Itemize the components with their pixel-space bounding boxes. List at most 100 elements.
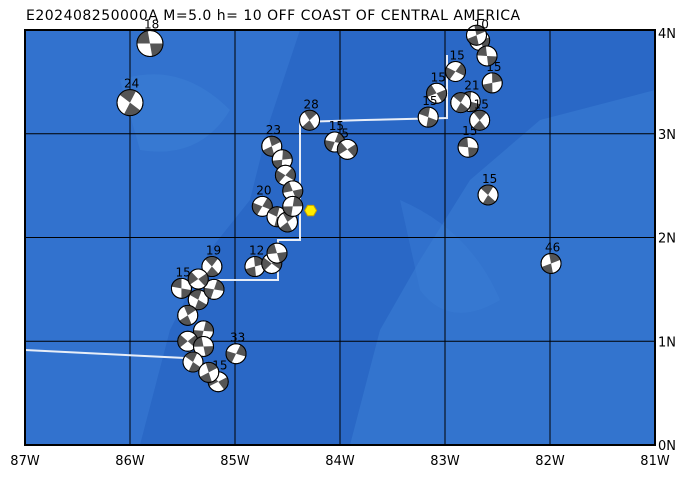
compressional-quadrant <box>469 101 480 112</box>
compressional-quadrant <box>252 202 263 215</box>
beachball <box>177 330 199 352</box>
compressional-quadrant <box>188 362 202 372</box>
beachball <box>182 351 204 373</box>
beachball <box>187 289 209 311</box>
depth-label: 20 <box>256 183 271 197</box>
compressional-quadrant <box>188 271 199 285</box>
compressional-quadrant <box>302 120 315 131</box>
beachball <box>457 136 479 158</box>
beachball-outline <box>261 135 283 157</box>
compressional-quadrant <box>304 110 317 121</box>
beachball <box>540 252 562 274</box>
depth-label: 15 <box>431 70 446 84</box>
beachball <box>201 256 223 278</box>
depth-label: 15 <box>422 94 437 108</box>
y-tick-label: 4N <box>658 27 676 42</box>
compressional-quadrant <box>266 243 277 255</box>
compressional-quadrant <box>487 55 497 66</box>
beachball <box>277 211 298 233</box>
beachball-outline <box>198 361 220 383</box>
compressional-quadrant <box>426 84 437 98</box>
compressional-quadrant <box>183 305 197 316</box>
compressional-quadrant <box>171 278 182 289</box>
beachball <box>193 335 214 357</box>
beachball-outline <box>177 304 199 326</box>
beachball <box>251 195 273 217</box>
beachball <box>225 343 247 365</box>
y-tick-label: 3N <box>658 128 676 143</box>
x-tick-label: 84W <box>325 454 355 469</box>
compressional-quadrant <box>473 110 487 121</box>
beachball-outline <box>193 335 214 357</box>
x-tick-label: 81W <box>640 454 670 469</box>
compressional-quadrant <box>198 273 209 287</box>
compressional-quadrant <box>282 149 293 160</box>
depth-label: 23 <box>266 123 281 137</box>
compressional-quadrant <box>453 92 466 103</box>
compressional-quadrant <box>189 289 202 300</box>
depth-label: 15 <box>329 119 344 133</box>
x-tick-label: 83W <box>430 454 460 469</box>
beachball-outline <box>225 343 247 365</box>
depth-label: 33 <box>230 331 245 345</box>
compressional-quadrant <box>261 257 272 271</box>
compressional-quadrant <box>292 196 303 207</box>
depth-label: 15 <box>175 265 190 279</box>
beachball <box>445 61 466 82</box>
beachball-outline <box>466 24 487 46</box>
depth-label: 12 <box>249 244 264 258</box>
depth-label: 46 <box>545 240 560 254</box>
depth-label: 28 <box>304 97 319 111</box>
x-tick-label: 85W <box>220 454 250 469</box>
compressional-quadrant <box>436 89 447 102</box>
compressional-quadrant <box>482 194 496 205</box>
compressional-quadrant <box>455 63 466 76</box>
depth-label: 5 <box>341 126 349 140</box>
depth-label: 19 <box>206 244 221 258</box>
beachball <box>450 92 472 114</box>
beachball-outline <box>201 256 223 278</box>
beachball <box>187 268 209 290</box>
beachball <box>203 278 225 300</box>
beachball-outline <box>251 195 273 217</box>
compressional-quadrant <box>445 67 456 80</box>
y-tick-label: 1N <box>658 335 676 350</box>
beachball <box>476 45 498 67</box>
beachball <box>481 72 503 94</box>
beachball-outline <box>336 138 358 160</box>
depth-label: 18 <box>144 17 159 31</box>
compressional-quadrant <box>279 221 293 232</box>
y-tick-label: 0N <box>658 439 676 454</box>
compressional-quadrant <box>262 197 273 210</box>
beachball-outline <box>481 72 503 94</box>
beachball-outline <box>445 61 466 82</box>
compressional-quadrant <box>482 82 493 93</box>
beachball-outline <box>266 242 288 264</box>
beachball <box>198 361 220 383</box>
beachball <box>266 242 288 264</box>
beachball-outline <box>469 109 491 131</box>
compressional-quadrant <box>218 377 229 390</box>
compressional-quadrant <box>285 167 296 181</box>
beachball <box>282 195 304 217</box>
beachball <box>271 149 293 171</box>
beachball-outline <box>182 351 204 373</box>
x-tick-label: 87W <box>10 454 40 469</box>
depth-label: 15 <box>450 49 465 63</box>
compressional-quadrant <box>480 184 494 195</box>
compressional-quadrant <box>458 137 469 148</box>
compressional-quadrant <box>468 147 479 158</box>
map-title: E202408250000A M=5.0 h= 10 OFF COAST OF … <box>26 8 521 24</box>
compressional-quadrant <box>193 336 204 347</box>
beachball <box>469 109 491 131</box>
compressional-quadrant <box>194 299 207 310</box>
compressional-quadrant <box>337 141 348 155</box>
x-tick-label: 86W <box>115 454 145 469</box>
beachball <box>193 320 214 342</box>
beachball-outline <box>450 92 472 114</box>
compressional-quadrant <box>472 120 486 131</box>
compressional-quadrant <box>124 102 141 116</box>
compressional-quadrant <box>477 46 487 56</box>
compressional-quadrant <box>204 287 214 299</box>
